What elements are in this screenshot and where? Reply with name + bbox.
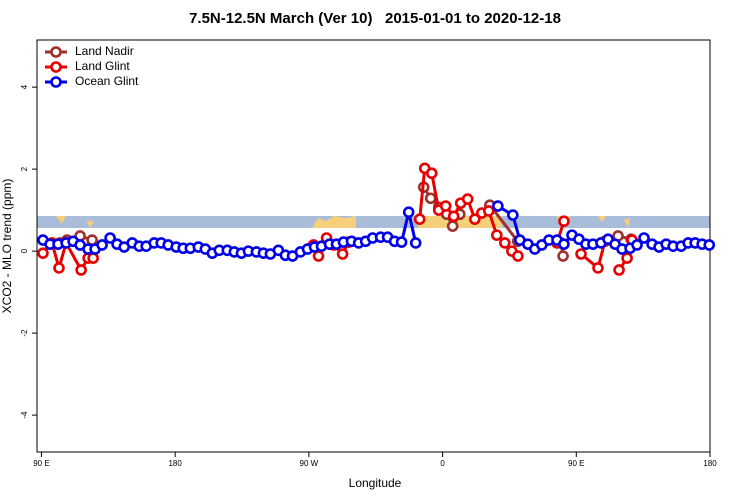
y-tick-label: -4: [20, 411, 29, 419]
data-point: [491, 229, 503, 241]
data-point: [507, 209, 519, 221]
data-point: [492, 200, 504, 212]
legend-marker: [50, 46, 62, 58]
data-point: [86, 234, 98, 246]
data-point: [75, 264, 87, 276]
data-point: [461, 193, 474, 205]
data-point: [37, 247, 49, 259]
chart-title: 7.5N-12.5N March (Ver 10) 2015-01-01 to …: [189, 10, 561, 27]
data-point: [631, 239, 643, 251]
x-tick-label: 90 W: [300, 459, 319, 468]
data-point: [402, 206, 415, 218]
data-point: [575, 248, 587, 260]
data-point: [104, 232, 116, 244]
data-point: [447, 210, 460, 223]
legend-marker: [50, 76, 62, 88]
legend-label: Land Nadir: [75, 44, 134, 58]
data-point: [409, 237, 422, 249]
data-point: [499, 237, 511, 249]
legend-label: Land Glint: [75, 59, 130, 73]
legend-label: Ocean Glint: [75, 74, 139, 88]
x-tick-label: 90 E: [33, 459, 49, 468]
land: [418, 216, 502, 228]
data-point: [592, 262, 604, 274]
y-tick-label: 0: [20, 248, 29, 253]
data-point: [425, 167, 438, 180]
x-tick-label: 180: [168, 459, 182, 468]
y-tick-label: -2: [20, 329, 29, 337]
data-point: [638, 232, 650, 244]
data-point: [558, 215, 570, 227]
data-point: [312, 250, 325, 262]
data-point: [446, 220, 459, 232]
legend-marker: [50, 61, 62, 73]
data-point: [87, 252, 99, 264]
data-point: [96, 239, 108, 251]
data-point: [413, 213, 426, 225]
x-tick-label: 180: [703, 459, 717, 468]
data-point: [53, 262, 65, 274]
y-tick-label: 4: [20, 84, 29, 89]
data-point: [613, 264, 625, 276]
x-tick-label: 90 E: [568, 459, 584, 468]
data-point: [395, 236, 408, 248]
x-axis-label: Longitude: [349, 476, 402, 490]
data-point: [469, 213, 481, 225]
x-tick-label: 0: [440, 459, 445, 468]
data-point: [703, 239, 716, 251]
data-point: [512, 250, 524, 262]
data-point: [482, 205, 495, 217]
land: [312, 216, 356, 228]
y-axis-label: XCO2 - MLO trend (ppm): [0, 179, 14, 314]
y-tick-label: 2: [20, 166, 29, 171]
data-point: [424, 192, 437, 205]
data-point: [439, 200, 452, 212]
data-point: [336, 248, 349, 260]
data-point: [558, 238, 570, 250]
band: [37, 216, 710, 228]
land-mask: [37, 216, 710, 228]
data-point: [557, 250, 569, 262]
data-point: [621, 252, 633, 264]
